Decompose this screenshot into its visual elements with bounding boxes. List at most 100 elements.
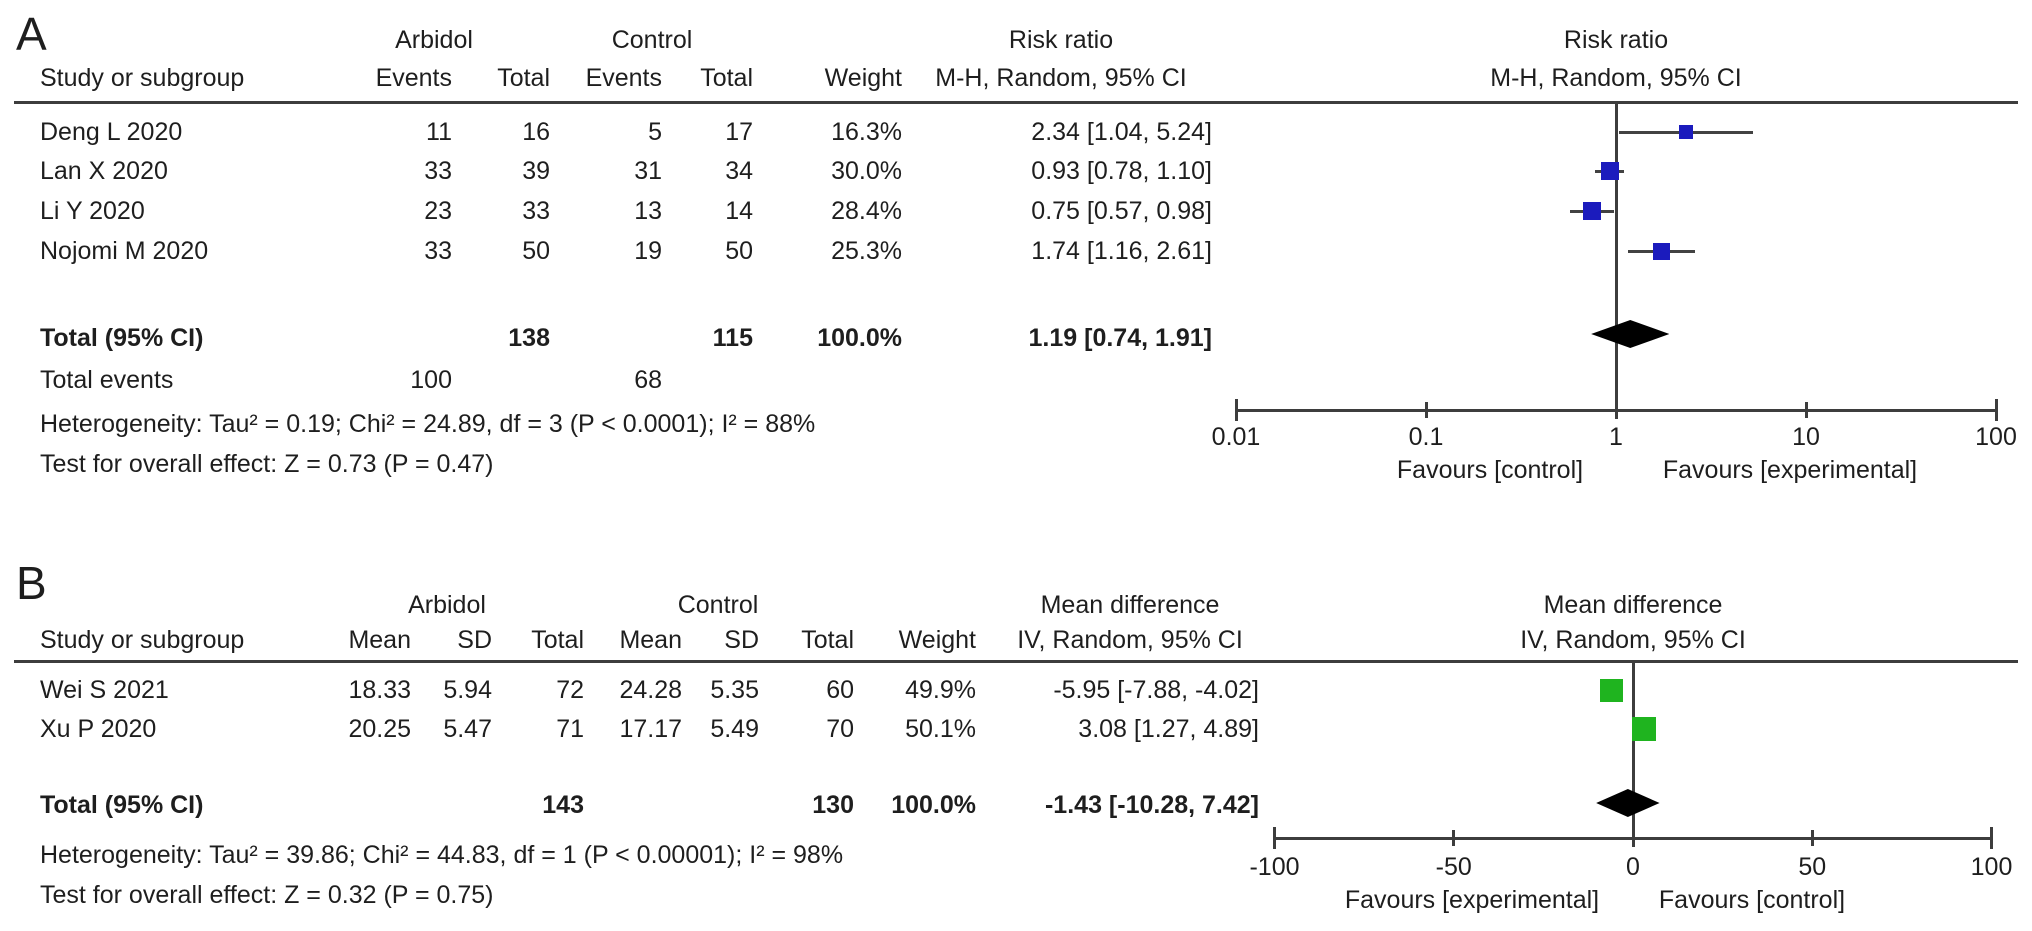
axis-tick — [1234, 399, 1238, 421]
study-name: Li Y 2020 — [40, 197, 145, 225]
study-name: Xu P 2020 — [40, 715, 157, 743]
header-rule — [14, 101, 2018, 104]
total-ctl-sum: 115 — [712, 324, 753, 352]
axis-tick — [1804, 402, 1808, 418]
group-header-control: Control — [611, 26, 693, 54]
col-header-method-plot: M-H, Random, 95% CI — [1490, 64, 1742, 92]
axis-tick-label: 0.1 — [1408, 423, 1444, 451]
effect-header-plot-col: Risk ratio — [1563, 26, 1669, 54]
total-exp: 50 — [522, 237, 550, 265]
events-ctl: 31 — [634, 157, 662, 185]
effect-header-text-col: Risk ratio — [1008, 26, 1114, 54]
sd-exp: 5.94 — [443, 676, 492, 704]
header-rule — [14, 660, 2018, 663]
events-exp: 33 — [424, 157, 452, 185]
total-ctl: 17 — [725, 118, 753, 146]
ci-text: 0.75 [0.57, 0.98] — [1031, 197, 1212, 225]
weight: 49.9% — [905, 676, 976, 704]
panel-b-label: B — [16, 557, 47, 609]
ci-text: 0.93 [0.78, 1.10] — [1031, 157, 1212, 185]
weight: 16.3% — [831, 118, 902, 146]
axis-tick — [1631, 830, 1635, 846]
effect-square — [1601, 162, 1619, 180]
null-effect-line — [1614, 102, 1618, 419]
total-row-label: Total (95% CI) — [40, 791, 204, 819]
total-exp: 16 — [522, 118, 550, 146]
favours-right-label: Favours [control] — [1658, 886, 1846, 914]
col-header-total-ctl: Total — [700, 64, 753, 92]
total-exp-sum: 138 — [508, 324, 550, 352]
col-header-study: Study or subgroup — [40, 64, 245, 92]
effect-square — [1679, 125, 1694, 139]
favours-right-label: Favours [experimental] — [1662, 456, 1918, 484]
col-header-method-plot: IV, Random, 95% CI — [1520, 626, 1746, 654]
effect-header-plot-col: Mean difference — [1543, 591, 1723, 619]
axis-tick-label: 1 — [1609, 423, 1623, 451]
panel-a-label: A — [16, 8, 47, 60]
study-name: Lan X 2020 — [40, 157, 168, 185]
axis-tick-label: 10 — [1792, 423, 1820, 451]
weight: 30.0% — [831, 157, 902, 185]
null-effect-line — [1631, 661, 1635, 847]
weight: 50.1% — [905, 715, 976, 743]
ci-text: 1.74 [1.16, 2.61] — [1031, 237, 1212, 265]
axis-tick-label: 100 — [1970, 853, 2013, 881]
events-exp: 23 — [424, 197, 452, 225]
ci-text: -5.95 [-7.88, -4.02] — [1053, 676, 1259, 704]
col-header-total-ctl: Total — [801, 626, 854, 654]
summary-diamond — [1596, 789, 1660, 817]
col-header-study: Study or subgroup — [40, 626, 245, 654]
axis-tick-label: 0.01 — [1211, 423, 1261, 451]
total-exp: 72 — [556, 676, 584, 704]
events-exp: 11 — [426, 118, 452, 146]
col-header-sd-exp: SD — [457, 626, 492, 654]
mean-ctl: 24.28 — [619, 676, 682, 704]
axis-tick — [1994, 399, 1998, 421]
col-header-method-text: IV, Random, 95% CI — [1017, 626, 1243, 654]
total-events-ctl: 68 — [634, 366, 662, 394]
col-header-mean-ctl: Mean — [619, 626, 682, 654]
total-weight: 100.0% — [817, 324, 902, 352]
total-weight: 100.0% — [891, 791, 976, 819]
events-ctl: 13 — [634, 197, 662, 225]
total-exp-sum: 143 — [542, 791, 584, 819]
effect-header-text-col: Mean difference — [1040, 591, 1220, 619]
axis-tick — [1810, 830, 1814, 846]
axis-tick — [1614, 402, 1618, 418]
col-header-weight: Weight — [824, 64, 902, 92]
col-header-weight: Weight — [898, 626, 976, 654]
total-ctl: 14 — [725, 197, 753, 225]
axis-tick — [1273, 827, 1276, 849]
total-exp: 33 — [522, 197, 550, 225]
axis-tick-label: 50 — [1798, 853, 1827, 881]
axis-tick — [1424, 402, 1428, 418]
sd-ctl: 5.49 — [710, 715, 759, 743]
mean-ctl: 17.17 — [619, 715, 682, 743]
axis-tick-label: 0 — [1626, 853, 1640, 881]
total-ctl: 50 — [725, 237, 753, 265]
sd-exp: 5.47 — [443, 715, 492, 743]
overall-effect-text: Test for overall effect: Z = 0.32 (P = 0… — [40, 881, 494, 909]
total-ci-text: 1.19 [0.74, 1.91] — [1028, 324, 1212, 352]
total-ctl: 34 — [725, 157, 753, 185]
col-header-mean-exp: Mean — [348, 626, 411, 654]
axis-tick-label: -100 — [1249, 853, 1300, 881]
study-name: Deng L 2020 — [40, 118, 183, 146]
total-ci-text: -1.43 [-10.28, 7.42] — [1044, 791, 1259, 819]
total-exp: 39 — [522, 157, 550, 185]
ci-text: 2.34 [1.04, 5.24] — [1031, 118, 1212, 146]
col-header-total-exp: Total — [497, 64, 550, 92]
axis-tick-label: 100 — [1975, 423, 2017, 451]
events-ctl: 5 — [648, 118, 662, 146]
total-events-exp: 100 — [410, 366, 452, 394]
axis-tick — [1990, 827, 1993, 849]
total-exp: 71 — [556, 715, 584, 743]
effect-square — [1653, 242, 1671, 260]
effect-square — [1632, 717, 1657, 741]
study-name: Wei S 2021 — [40, 676, 169, 704]
col-header-method-text: M-H, Random, 95% CI — [935, 64, 1187, 92]
weight: 28.4% — [831, 197, 902, 225]
total-events-label: Total events — [40, 366, 174, 394]
total-ctl: 60 — [826, 676, 854, 704]
